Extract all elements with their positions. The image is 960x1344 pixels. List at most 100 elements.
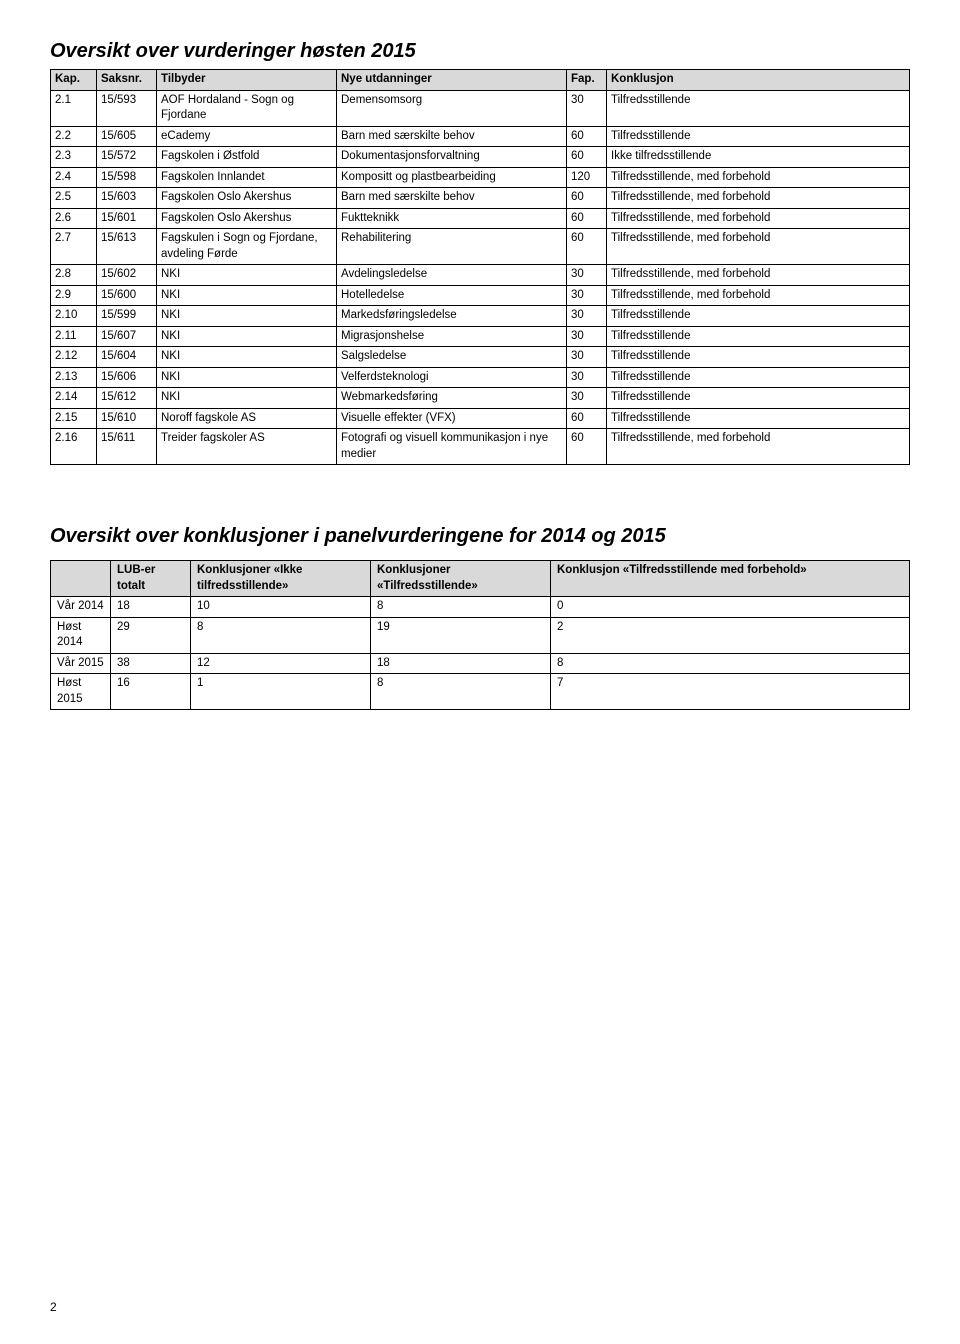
table-cell: 30 — [567, 285, 607, 306]
table-cell: Noroff fagskole AS — [157, 408, 337, 429]
table-cell: Barn med særskilte behov — [337, 188, 567, 209]
table-cell: 15/593 — [97, 90, 157, 126]
table-cell: AOF Hordaland - Sogn og Fjordane — [157, 90, 337, 126]
table-cell: 15/612 — [97, 388, 157, 409]
table-cell: 8 — [371, 597, 551, 618]
table-cell: 12 — [191, 653, 371, 674]
table-cell: 15/572 — [97, 147, 157, 168]
table-cell: 2.11 — [51, 326, 97, 347]
table-cell: 2.15 — [51, 408, 97, 429]
table-cell: Demensomsorg — [337, 90, 567, 126]
table-cell: 2.12 — [51, 347, 97, 368]
table-cell: Velferdsteknologi — [337, 367, 567, 388]
table-cell: 8 — [371, 674, 551, 710]
table-cell: 15/605 — [97, 126, 157, 147]
table-cell: 2.6 — [51, 208, 97, 229]
table-cell: Vår 2015 — [51, 653, 111, 674]
table-cell: Tilfredsstillende, med forbehold — [607, 208, 910, 229]
table-cell: NKI — [157, 326, 337, 347]
table-cell: Tilfredsstillende, med forbehold — [607, 429, 910, 465]
table-cell: Kompositt og plastbearbeiding — [337, 167, 567, 188]
table-cell: Webmarkedsføring — [337, 388, 567, 409]
table-cell: 60 — [567, 126, 607, 147]
table-cell: 15/600 — [97, 285, 157, 306]
column-header: Kap. — [51, 70, 97, 91]
table-cell: 19 — [371, 617, 551, 653]
table-cell: 15/602 — [97, 265, 157, 286]
table-cell: 18 — [111, 597, 191, 618]
table-cell: 2.10 — [51, 306, 97, 327]
table-cell: 2.16 — [51, 429, 97, 465]
table-cell: 16 — [111, 674, 191, 710]
table-cell: 15/610 — [97, 408, 157, 429]
column-header: LUB-er totalt — [111, 561, 191, 597]
table-cell: Tilfredsstillende — [607, 388, 910, 409]
table-cell: NKI — [157, 347, 337, 368]
table-cell: 60 — [567, 229, 607, 265]
table-row: 2.1615/611Treider fagskoler ASFotografi … — [51, 429, 910, 465]
table-row: 2.315/572Fagskolen i ØstfoldDokumentasjo… — [51, 147, 910, 168]
table-cell: Salgsledelse — [337, 347, 567, 368]
table-cell: 2.2 — [51, 126, 97, 147]
table-cell: 15/613 — [97, 229, 157, 265]
table-cell: Tilfredsstillende, med forbehold — [607, 167, 910, 188]
table-cell: Fuktteknikk — [337, 208, 567, 229]
table-cell: 60 — [567, 188, 607, 209]
table-cell: Tilfredsstillende, med forbehold — [607, 285, 910, 306]
table-cell: 15/604 — [97, 347, 157, 368]
table-cell: Tilfredsstillende, med forbehold — [607, 188, 910, 209]
table-cell: 30 — [567, 306, 607, 327]
table-row: 2.1315/606NKIVelferdsteknologi30Tilfreds… — [51, 367, 910, 388]
column-header: Konklusjoner «Ikke tilfredsstillende» — [191, 561, 371, 597]
table-cell: Fagskolen Innlandet — [157, 167, 337, 188]
table-cell: 2.3 — [51, 147, 97, 168]
table-cell: Vår 2014 — [51, 597, 111, 618]
table-cell: Barn med særskilte behov — [337, 126, 567, 147]
table-row: 2.515/603Fagskolen Oslo AkershusBarn med… — [51, 188, 910, 209]
table-row: 2.415/598Fagskolen InnlandetKompositt og… — [51, 167, 910, 188]
table-cell: 2.8 — [51, 265, 97, 286]
table-cell: 8 — [551, 653, 910, 674]
table-row: 2.1015/599NKIMarkedsføringsledelse30Tilf… — [51, 306, 910, 327]
table-cell: Tilfredsstillende — [607, 90, 910, 126]
table-cell: Rehabilitering — [337, 229, 567, 265]
table-cell: Tilfredsstillende — [607, 326, 910, 347]
table-cell: 120 — [567, 167, 607, 188]
table-cell: Ikke tilfredsstillende — [607, 147, 910, 168]
table-row: Høst 201516187 — [51, 674, 910, 710]
table-cell: 30 — [567, 90, 607, 126]
column-header: Konklusjoner «Tilfredsstillende» — [371, 561, 551, 597]
table-cell: 2.5 — [51, 188, 97, 209]
column-header: Fap. — [567, 70, 607, 91]
table-cell: Dokumentasjonsforvaltning — [337, 147, 567, 168]
page-title-1: Oversikt over vurderinger høsten 2015 — [50, 40, 910, 63]
table-cell: 60 — [567, 408, 607, 429]
table-cell: 2.4 — [51, 167, 97, 188]
table-cell: 15/611 — [97, 429, 157, 465]
column-header: Konklusjon «Tilfredsstillende med forbeh… — [551, 561, 910, 597]
table-row: 2.1115/607NKIMigrasjonshelse30Tilfredsst… — [51, 326, 910, 347]
table-cell: Tilfredsstillende — [607, 347, 910, 368]
table-cell: 30 — [567, 265, 607, 286]
table-cell: 30 — [567, 326, 607, 347]
table-cell: 2.13 — [51, 367, 97, 388]
table-cell: Fotografi og visuell kommunikasjon i nye… — [337, 429, 567, 465]
table-cell: 60 — [567, 147, 607, 168]
table-cell: NKI — [157, 285, 337, 306]
column-header: Nye utdanninger — [337, 70, 567, 91]
page-number: 2 — [50, 1300, 57, 1314]
table-row: Vår 20153812188 — [51, 653, 910, 674]
page-title-2: Oversikt over konklusjoner i panelvurder… — [50, 525, 910, 548]
table-row: 2.1415/612NKIWebmarkedsføring30Tilfredss… — [51, 388, 910, 409]
table-cell: 2.14 — [51, 388, 97, 409]
table-cell: Fagskulen i Sogn og Fjordane, avdeling F… — [157, 229, 337, 265]
table-cell: 2 — [551, 617, 910, 653]
table-cell: 15/603 — [97, 188, 157, 209]
table-cell: NKI — [157, 306, 337, 327]
table-cell: NKI — [157, 388, 337, 409]
table-row: 2.715/613Fagskulen i Sogn og Fjordane, a… — [51, 229, 910, 265]
table-cell: Høst 2015 — [51, 674, 111, 710]
table-cell: Markedsføringsledelse — [337, 306, 567, 327]
table-row: 2.1215/604NKISalgsledelse30Tilfredsstill… — [51, 347, 910, 368]
table-cell: eCademy — [157, 126, 337, 147]
